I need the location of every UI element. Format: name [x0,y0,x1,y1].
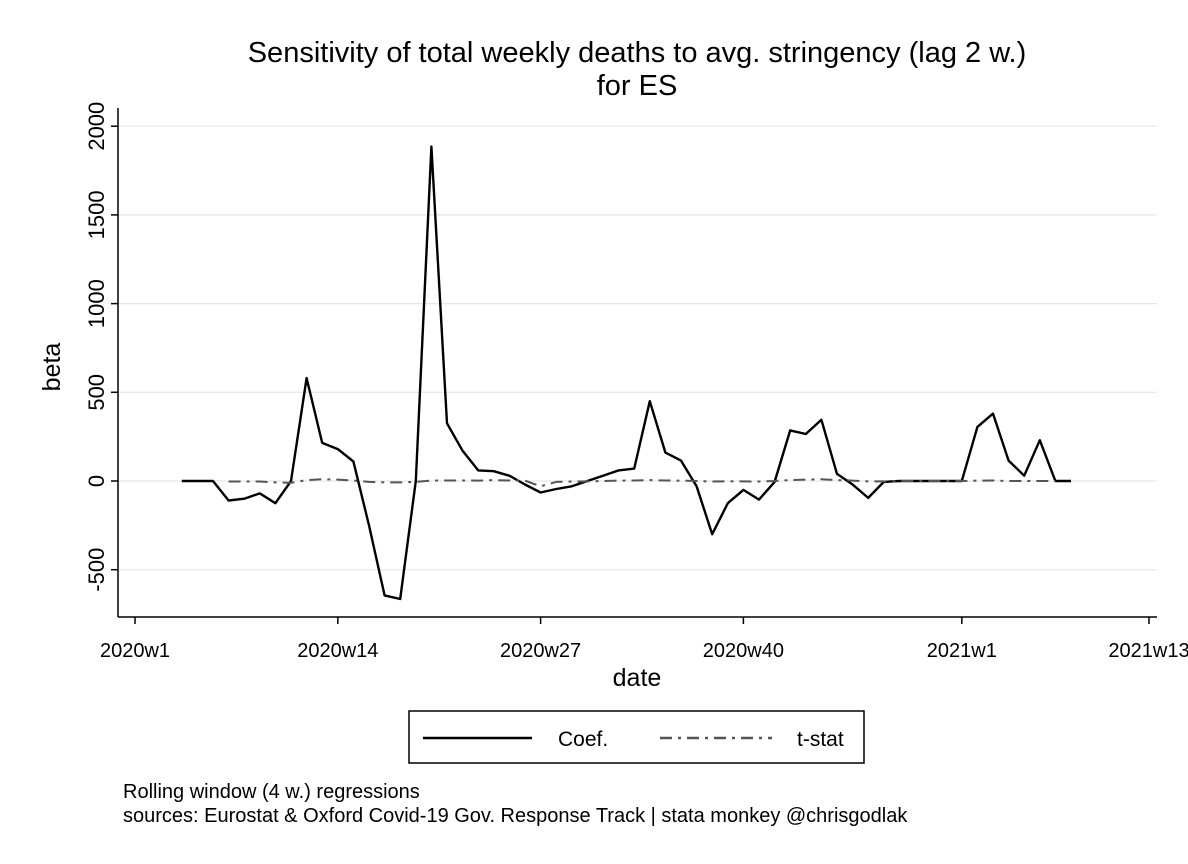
x-tick-label: 2020w40 [703,640,784,662]
footnote-sources: sources: Eurostat & Oxford Covid-19 Gov.… [123,805,908,827]
y-tick-label: -500 [84,548,109,592]
y-axis-label: beta [38,343,66,392]
series-line-t-stat [228,478,1056,488]
y-tick-label: 1000 [84,279,109,328]
x-axis-label: date [613,664,662,692]
axes: -500 0 500 1000 1500 2000 2020w1 2020w14 2020w27… [84,102,1188,662]
legend: Coef. t-stat [408,710,865,764]
y-tick-label: 2000 [84,102,109,151]
legend-box [408,710,865,764]
footnote-method: Rolling window (4 w.) regressions [123,781,420,803]
series-line-coef [181,145,1071,601]
series-layer [181,145,1071,601]
x-tick-label: 2021w1 [927,640,997,662]
legend-label-tstat: t-stat [797,728,844,751]
x-tick-label: 2020w14 [297,640,378,662]
chart-title: Sensitivity of total weekly deaths to av… [248,37,1027,69]
x-tick-label: 2020w1 [100,640,170,662]
x-tick-label: 2020w27 [500,640,581,662]
chart-subtitle: for ES [597,70,678,102]
y-tick-label: 500 [84,374,109,411]
x-tick-label: 2021w13 [1108,640,1188,662]
y-tick-label: 1500 [84,190,109,239]
legend-label-coef: Coef. [558,728,608,751]
y-tick-label: 0 [84,475,109,487]
